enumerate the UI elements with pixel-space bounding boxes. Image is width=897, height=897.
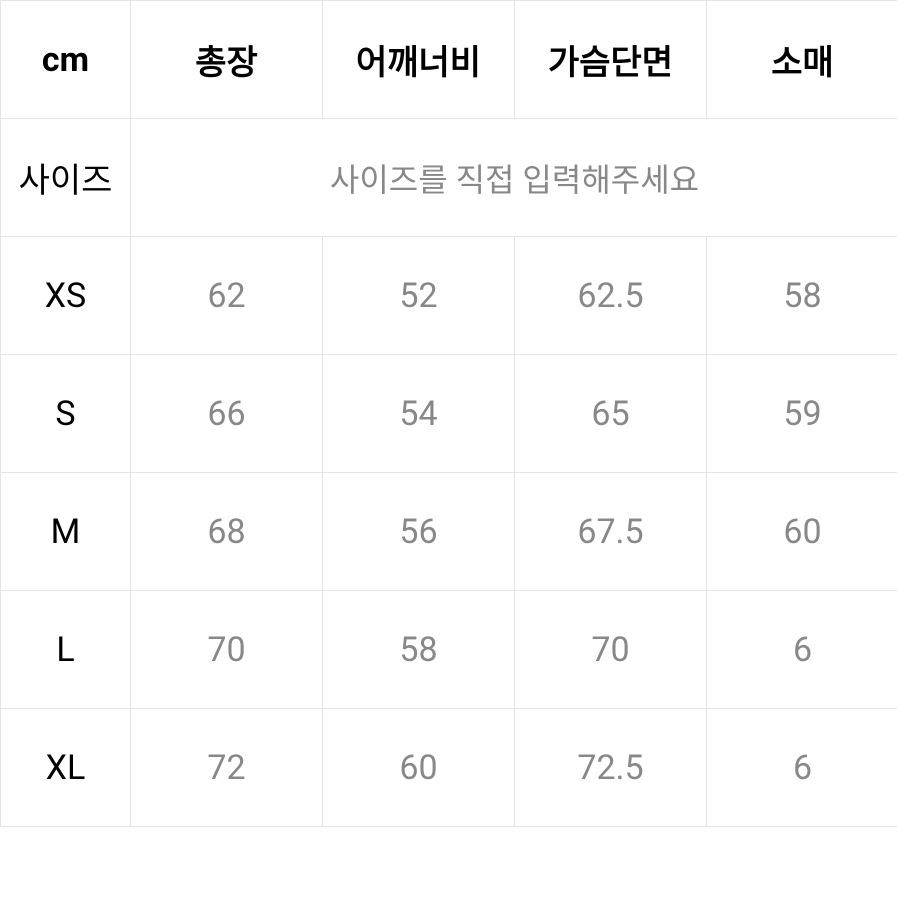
table-header-row: cm 총장 어깨너비 가슴단면 소매	[1, 1, 897, 119]
size-label-xs: XS	[1, 237, 131, 355]
table-row: XS 62 52 62.5 58	[1, 237, 897, 355]
column-header-shoulder: 어깨너비	[323, 1, 515, 119]
size-value: 72.5	[515, 709, 707, 827]
size-value: 65	[515, 355, 707, 473]
size-value: 56	[323, 473, 515, 591]
size-value: 60	[707, 473, 897, 591]
size-value: 72	[131, 709, 323, 827]
size-value: 6	[707, 709, 897, 827]
column-header-length: 총장	[131, 1, 323, 119]
size-value: 66	[131, 355, 323, 473]
size-label-l: L	[1, 591, 131, 709]
table-row: S 66 54 65 59	[1, 355, 897, 473]
size-value: 62.5	[515, 237, 707, 355]
table-row: M 68 56 67.5 60	[1, 473, 897, 591]
my-size-label: 사이즈	[1, 119, 131, 237]
column-header-chest: 가슴단면	[515, 1, 707, 119]
table-row: L 70 58 70 6	[1, 591, 897, 709]
column-header-sleeve: 소매	[707, 1, 897, 119]
size-value: 62	[131, 237, 323, 355]
table-row: XL 72 60 72.5 6	[1, 709, 897, 827]
size-value: 52	[323, 237, 515, 355]
size-label-xl: XL	[1, 709, 131, 827]
size-label-m: M	[1, 473, 131, 591]
size-value: 6	[707, 591, 897, 709]
size-value: 70	[515, 591, 707, 709]
my-size-row: 사이즈 사이즈를 직접 입력해주세요	[1, 119, 897, 237]
size-label-s: S	[1, 355, 131, 473]
size-chart-table: cm 총장 어깨너비 가슴단면 소매 사이즈 사이즈를 직접 입력해주세요 XS…	[0, 0, 897, 827]
size-value: 70	[131, 591, 323, 709]
size-value: 58	[707, 237, 897, 355]
my-size-input-placeholder[interactable]: 사이즈를 직접 입력해주세요	[131, 119, 897, 237]
size-value: 67.5	[515, 473, 707, 591]
unit-header-cell: cm	[1, 1, 131, 119]
size-value: 59	[707, 355, 897, 473]
size-value: 60	[323, 709, 515, 827]
size-value: 68	[131, 473, 323, 591]
size-value: 58	[323, 591, 515, 709]
size-value: 54	[323, 355, 515, 473]
